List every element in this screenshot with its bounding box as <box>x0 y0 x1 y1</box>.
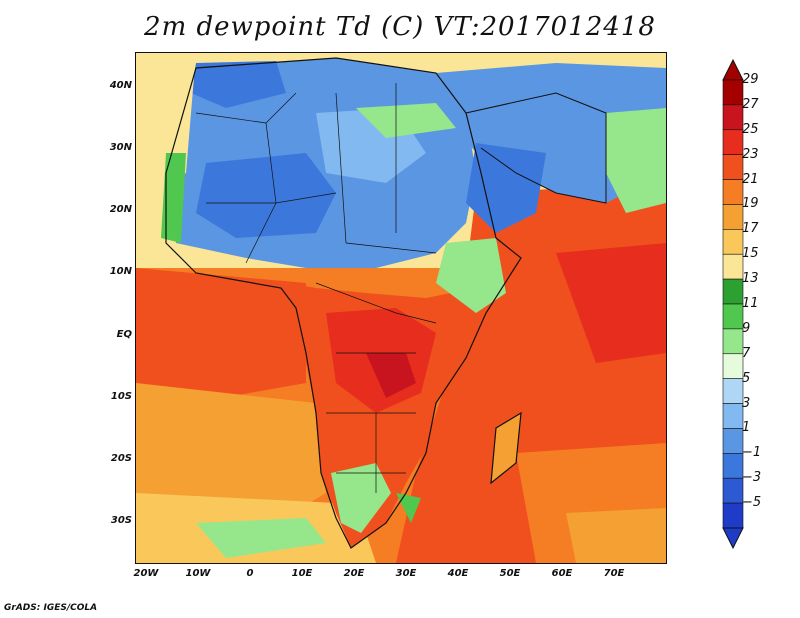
mediterranean <box>356 103 456 138</box>
y-tick-label: 30S <box>110 515 132 526</box>
colorbar-top-arrow <box>722 58 744 81</box>
y-tick-label: 10N <box>109 266 132 277</box>
ethiopia <box>436 238 506 313</box>
colorbar-label: 13 <box>742 271 759 287</box>
colorbar-swatch <box>722 477 744 504</box>
atlas-region <box>191 61 286 108</box>
colorbar-label: 19 <box>742 196 759 212</box>
colorbar-label: 11 <box>742 296 759 311</box>
map-field <box>136 53 666 563</box>
x-tick-label: 70E <box>603 568 625 579</box>
colorbar-label: 17 <box>742 221 759 237</box>
colorbar-label: 23 <box>742 146 759 162</box>
colorbar-swatch <box>722 378 744 404</box>
africa-coastline <box>165 57 522 549</box>
madagascar <box>491 413 521 483</box>
colorbar-label: −3 <box>742 470 762 486</box>
west-sahara-cold <box>196 153 336 238</box>
colorbar-swatch <box>722 428 744 454</box>
colorbar-swatch <box>722 278 744 305</box>
y-tick-label: 20S <box>110 453 132 464</box>
colorbar-label: 5 <box>742 370 751 386</box>
x-tick-label: 10E <box>291 568 313 579</box>
colorbar-label: 27 <box>742 96 759 112</box>
colorbar-swatch <box>722 353 744 379</box>
y-tick-label: 30N <box>109 142 132 153</box>
colorbar-label: −5 <box>742 495 762 511</box>
arabia-coastline <box>465 92 607 204</box>
colorbar-label: 15 <box>742 246 759 262</box>
x-tick-label: 20E <box>343 568 365 579</box>
colorbar <box>722 58 744 550</box>
india-green <box>606 108 666 213</box>
arabia-cold <box>466 143 546 233</box>
atlantic-warm <box>136 268 306 413</box>
x-tick-label: 10W <box>185 568 211 579</box>
country-borders <box>195 83 437 493</box>
colorbar-label: 7 <box>742 345 751 361</box>
x-tick-label: 30E <box>395 568 417 579</box>
madagascar-coastline <box>490 411 522 485</box>
x-tick-label: 40E <box>447 568 469 579</box>
x-tick-label: 20W <box>133 568 159 579</box>
west-coast-green <box>161 153 186 243</box>
colorbar-label: 21 <box>742 171 759 187</box>
x-tick-label: 0 <box>246 568 254 579</box>
colorbar-label: 29 <box>742 72 759 87</box>
credit-text: GrADS: IGES/COLA <box>4 603 98 613</box>
colorbar-swatch <box>722 253 744 280</box>
colorbar-label: −1 <box>742 445 762 461</box>
highveld <box>396 493 421 523</box>
dewpoint-map <box>135 52 667 564</box>
x-tick-label: 50E <box>499 568 521 579</box>
colorbar-swatch <box>722 79 744 106</box>
colorbar-swatch <box>722 502 744 529</box>
y-tick-label: 20N <box>109 204 132 215</box>
colorbar-bottom-arrow <box>722 527 744 550</box>
far-south-indian <box>566 508 666 563</box>
colorbar-swatch <box>722 328 744 355</box>
y-tick-label: 10S <box>110 391 132 402</box>
x-tick-label: 60E <box>551 568 573 579</box>
colorbar-swatch <box>722 453 744 479</box>
colorbar-swatch <box>722 179 744 205</box>
colorbar-label: 3 <box>742 395 751 411</box>
y-tick-label: 40N <box>109 80 132 91</box>
colorbar-swatch <box>722 154 744 180</box>
south-atlantic <box>136 383 326 523</box>
chart-title: 2m dewpoint Td (C) VT:2017012418 <box>144 12 656 42</box>
indian-ocean-hot <box>556 243 666 363</box>
colorbar-swatch <box>722 403 744 429</box>
colorbar-swatch <box>722 104 744 131</box>
colorbar-label: 1 <box>742 420 751 436</box>
colorbar-swatch <box>722 204 744 230</box>
southern-green <box>196 518 326 558</box>
congo-core <box>366 353 416 398</box>
colorbar-swatch <box>722 229 744 255</box>
colorbar-label: 25 <box>742 121 759 137</box>
colorbar-swatch <box>722 303 744 330</box>
colorbar-label: 9 <box>742 320 751 336</box>
colorbar-swatch <box>722 129 744 155</box>
y-tick-label: EQ <box>116 329 132 340</box>
